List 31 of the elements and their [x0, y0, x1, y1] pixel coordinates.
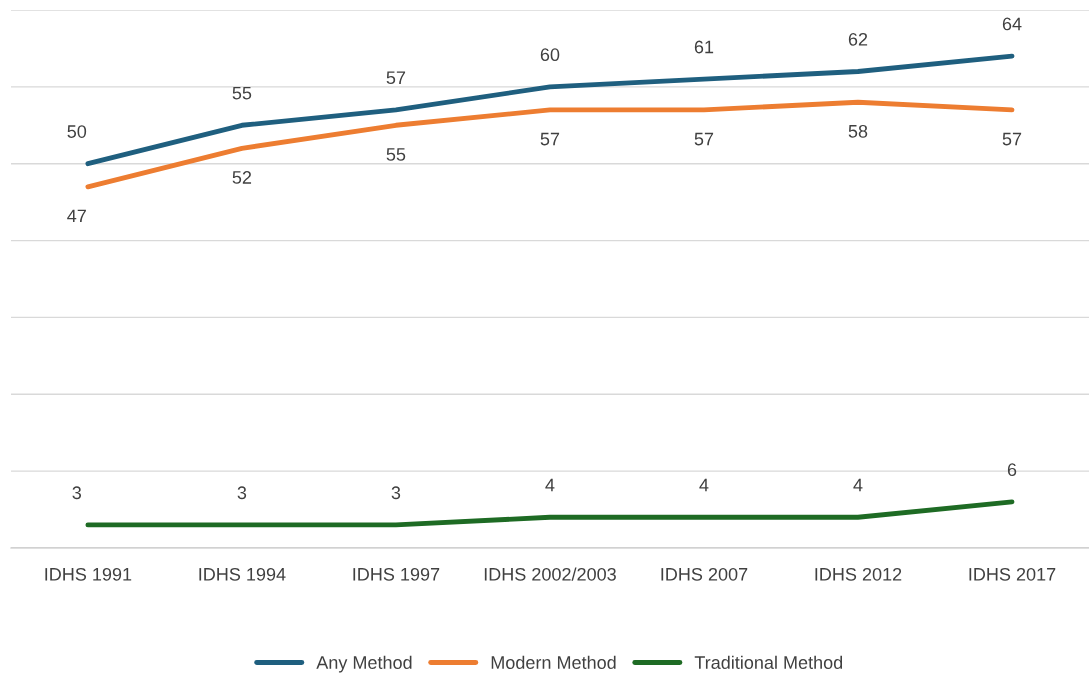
data-label: 3	[391, 486, 401, 500]
data-label: 57	[694, 132, 714, 146]
data-label: 4	[545, 478, 555, 492]
data-label: 50	[67, 125, 87, 138]
data-label: 3	[72, 486, 82, 500]
data-label: 47	[67, 209, 86, 223]
x-tick-label: IDHS 2012	[815, 567, 902, 581]
x-tick-label: IDHS 1994	[199, 567, 286, 581]
data-label: 3	[237, 486, 247, 500]
x-tick-label: IDHS 1991	[45, 567, 132, 581]
data-label: 4	[699, 478, 709, 492]
legend-label: Modern Method	[491, 655, 616, 669]
x-tick-label: IDHS 2002/2003	[484, 567, 616, 581]
data-label: 58	[848, 124, 868, 138]
data-label: 52	[232, 171, 252, 184]
data-label: 64	[1002, 17, 1022, 31]
x-tick-label: IDHS 2007	[661, 567, 748, 581]
data-label: 6	[1007, 463, 1017, 477]
data-label: 57	[540, 132, 560, 146]
data-label: 61	[694, 40, 714, 54]
data-label: 4	[853, 478, 863, 492]
legend-label: Traditional Method	[694, 655, 843, 669]
x-tick-label: IDHS 1997	[353, 567, 440, 581]
data-label: 60	[540, 48, 560, 62]
data-label: 62	[848, 32, 868, 46]
data-label: 55	[386, 148, 406, 161]
legend-label: Any Method	[316, 655, 412, 673]
data-label: 57	[1002, 132, 1022, 146]
data-label: 57	[386, 71, 406, 85]
x-tick-label: IDHS 2017	[969, 567, 1056, 581]
data-label: 55	[232, 86, 252, 100]
